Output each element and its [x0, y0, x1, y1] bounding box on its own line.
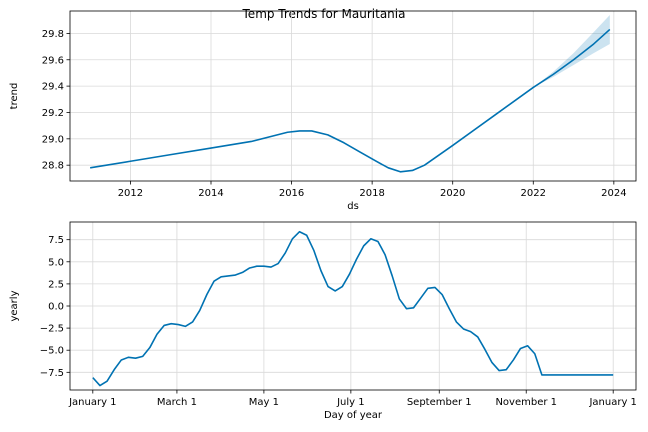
yearly-ytick-label-6: 7.5: [48, 235, 64, 246]
trend-ytick-label-4: 29.6: [42, 55, 64, 66]
trend-axes-frame: [69, 10, 637, 182]
trend-ytick-label-1: 29.0: [42, 134, 64, 145]
trend-series-line: [90, 28, 611, 173]
trend-y-axis-label: trend: [9, 83, 20, 110]
trend-ytick-label-2: 29.2: [42, 108, 64, 119]
trend-ytick-label-5: 29.8: [42, 29, 64, 40]
yearly-xtick-label-3: July 1: [336, 397, 365, 408]
yearly-xtick-label-5: November 1: [495, 397, 557, 408]
trend-xtick-label-2: 2016: [279, 188, 304, 199]
yearly-ytick-label-5: 5.0: [48, 257, 64, 268]
yearly-ytick-label-1: −5.0: [40, 346, 64, 357]
yearly-xtick-label-1: March 1: [157, 397, 197, 408]
trend-xtick-label-3: 2018: [359, 188, 384, 199]
trend-xtick-label-0: 2012: [118, 188, 143, 199]
trend-ytick-label-0: 28.8: [42, 161, 64, 172]
trend-xtick-label-4: 2020: [440, 188, 465, 199]
trend-ytick-label-3: 29.4: [42, 82, 64, 93]
trend-xtick-label-6: 2024: [601, 188, 626, 199]
yearly-y-axis-label: yearly: [9, 290, 20, 321]
yearly-xtick-label-2: May 1: [249, 397, 279, 408]
yearly-xtick-label-4: September 1: [407, 397, 472, 408]
yearly-xtick-label-0: January 1: [68, 397, 116, 408]
trend-xtick-label-1: 2014: [198, 188, 223, 199]
yearly-ytick-label-2: −2.5: [40, 324, 64, 335]
trend-x-axis-label: ds: [347, 201, 359, 212]
trend-xtick-label-5: 2022: [521, 188, 546, 199]
figure-title: Temp Trends for Mauritania: [242, 7, 406, 21]
panel-trend: 2012 2014 2016 2018 2020 2022 2024 28.8 29.0 29.2…: [9, 10, 637, 212]
yearly-x-axis-label: Day of year: [324, 410, 383, 421]
yearly-ytick-label-4: 2.5: [48, 279, 64, 290]
yearly-xtick-label-6: January 1: [588, 397, 636, 408]
panel-yearly: January 1 March 1 May 1 July 1 September 1 No…: [9, 221, 637, 421]
trend-uncertainty-band: [533, 14, 610, 88]
yearly-ytick-label-0: −7.5: [40, 368, 64, 379]
yearly-ytick-label-3: 0.0: [48, 302, 64, 313]
yearly-series-line: [92, 230, 614, 387]
